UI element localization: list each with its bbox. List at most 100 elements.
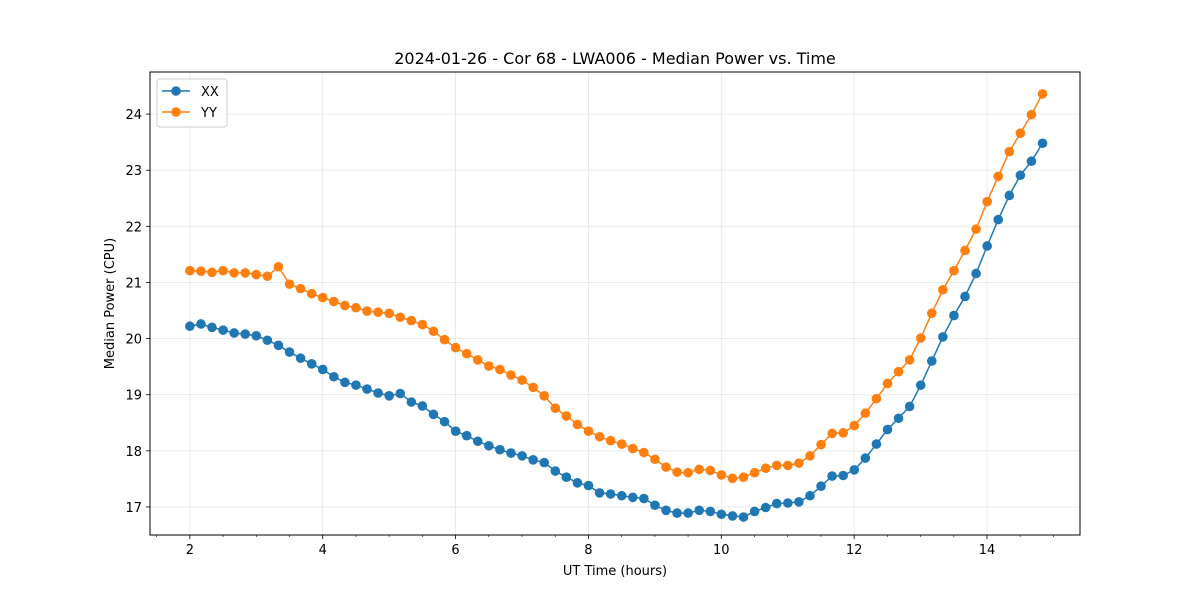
series-xx	[185, 138, 1048, 522]
data-point-xx	[605, 489, 616, 499]
y-tick-label: 20	[125, 333, 142, 348]
data-point-yy	[938, 284, 948, 295]
data-point-xx	[827, 471, 837, 481]
data-point-xx	[893, 413, 904, 424]
data-point-xx	[616, 490, 627, 501]
data-point-xx	[561, 472, 572, 483]
data-point-xx	[1037, 138, 1048, 149]
y-tick-label: 17	[125, 501, 142, 516]
data-point-yy	[550, 403, 561, 413]
data-point-xx	[738, 512, 749, 522]
x-tick-label: 4	[319, 543, 327, 558]
data-point-xx	[340, 377, 350, 388]
x-tick-label: 12	[846, 543, 863, 558]
data-point-xx	[251, 330, 262, 341]
data-point-xx	[727, 511, 738, 521]
data-point-yy	[628, 443, 638, 454]
data-point-yy	[838, 428, 848, 438]
data-point-xx	[926, 356, 937, 366]
data-point-xx	[428, 409, 439, 420]
data-point-yy	[605, 435, 616, 446]
y-axis-label: Median Power (CPU)	[103, 238, 118, 369]
data-point-xx	[207, 322, 217, 333]
data-point-yy	[871, 393, 882, 404]
data-point-xx	[661, 505, 671, 516]
data-point-yy	[218, 265, 228, 276]
data-point-xx	[915, 380, 926, 390]
data-point-xx	[484, 440, 494, 451]
data-point-yy	[229, 268, 239, 278]
x-tick-label: 6	[451, 543, 459, 558]
data-point-xx	[384, 391, 394, 401]
plot-frame	[149, 71, 1081, 536]
data-point-xx	[517, 451, 527, 461]
y-tick-label: 23	[125, 164, 142, 179]
data-point-xx	[572, 478, 583, 488]
data-point-xx	[694, 505, 705, 516]
data-point-yy	[439, 334, 450, 345]
data-point-yy	[583, 426, 594, 436]
data-point-yy	[417, 319, 428, 330]
data-point-xx	[417, 401, 428, 411]
data-point-xx	[306, 359, 317, 369]
data-point-xx	[1015, 170, 1026, 181]
legend-marker-xx	[171, 86, 181, 96]
x-axis-label: UT Time (hours)	[563, 564, 667, 579]
data-point-yy	[185, 265, 195, 276]
data-point-yy	[196, 266, 206, 277]
data-point-yy	[816, 439, 826, 450]
data-point-yy	[461, 348, 472, 359]
data-point-xx	[871, 439, 882, 449]
data-point-xx	[495, 444, 505, 455]
data-point-xx	[705, 506, 716, 517]
data-point-yy	[993, 171, 1004, 182]
x-tick-label: 2	[186, 543, 194, 558]
data-point-xx	[904, 401, 915, 412]
y-tick-label: 18	[125, 445, 142, 460]
data-point-xx	[185, 321, 195, 332]
data-point-xx	[395, 388, 406, 399]
data-point-yy	[694, 464, 705, 475]
data-point-yy	[317, 292, 328, 303]
data-point-yy	[1026, 109, 1037, 120]
data-point-yy	[650, 454, 660, 465]
data-point-xx	[594, 488, 605, 498]
data-point-xx	[583, 480, 594, 491]
data-point-xx	[794, 497, 804, 507]
data-point-yy	[495, 364, 505, 375]
data-point-xx	[539, 457, 550, 468]
grid	[150, 72, 1080, 535]
data-point-yy	[827, 428, 837, 439]
y-tick-label: 21	[125, 276, 142, 291]
data-point-xx	[749, 506, 760, 517]
data-point-xx	[639, 493, 649, 504]
data-point-yy	[716, 470, 727, 480]
data-point-yy	[771, 460, 782, 471]
data-point-xx	[672, 508, 682, 518]
data-point-yy	[528, 382, 538, 393]
data-point-yy	[926, 308, 937, 319]
y-tick-label: 22	[125, 220, 142, 235]
data-point-yy	[738, 472, 749, 483]
data-point-yy	[849, 420, 860, 431]
data-point-yy	[472, 355, 483, 365]
data-point-xx	[218, 325, 228, 335]
data-point-xx	[982, 241, 992, 251]
data-point-xx	[550, 466, 561, 476]
data-point-xx	[439, 416, 450, 427]
data-point-yy	[484, 361, 494, 371]
data-point-yy	[351, 302, 361, 313]
data-point-xx	[229, 328, 239, 338]
data-point-xx	[971, 268, 981, 279]
data-point-yy	[262, 271, 273, 282]
data-point-yy	[971, 224, 981, 234]
data-point-yy	[661, 462, 671, 472]
data-point-xx	[284, 347, 295, 357]
data-point-yy	[329, 296, 339, 307]
data-point-yy	[517, 375, 527, 385]
data-point-xx	[949, 310, 959, 321]
legend-label-xx: XX	[201, 85, 219, 100]
data-point-yy	[749, 467, 760, 478]
data-point-xx	[849, 465, 860, 475]
